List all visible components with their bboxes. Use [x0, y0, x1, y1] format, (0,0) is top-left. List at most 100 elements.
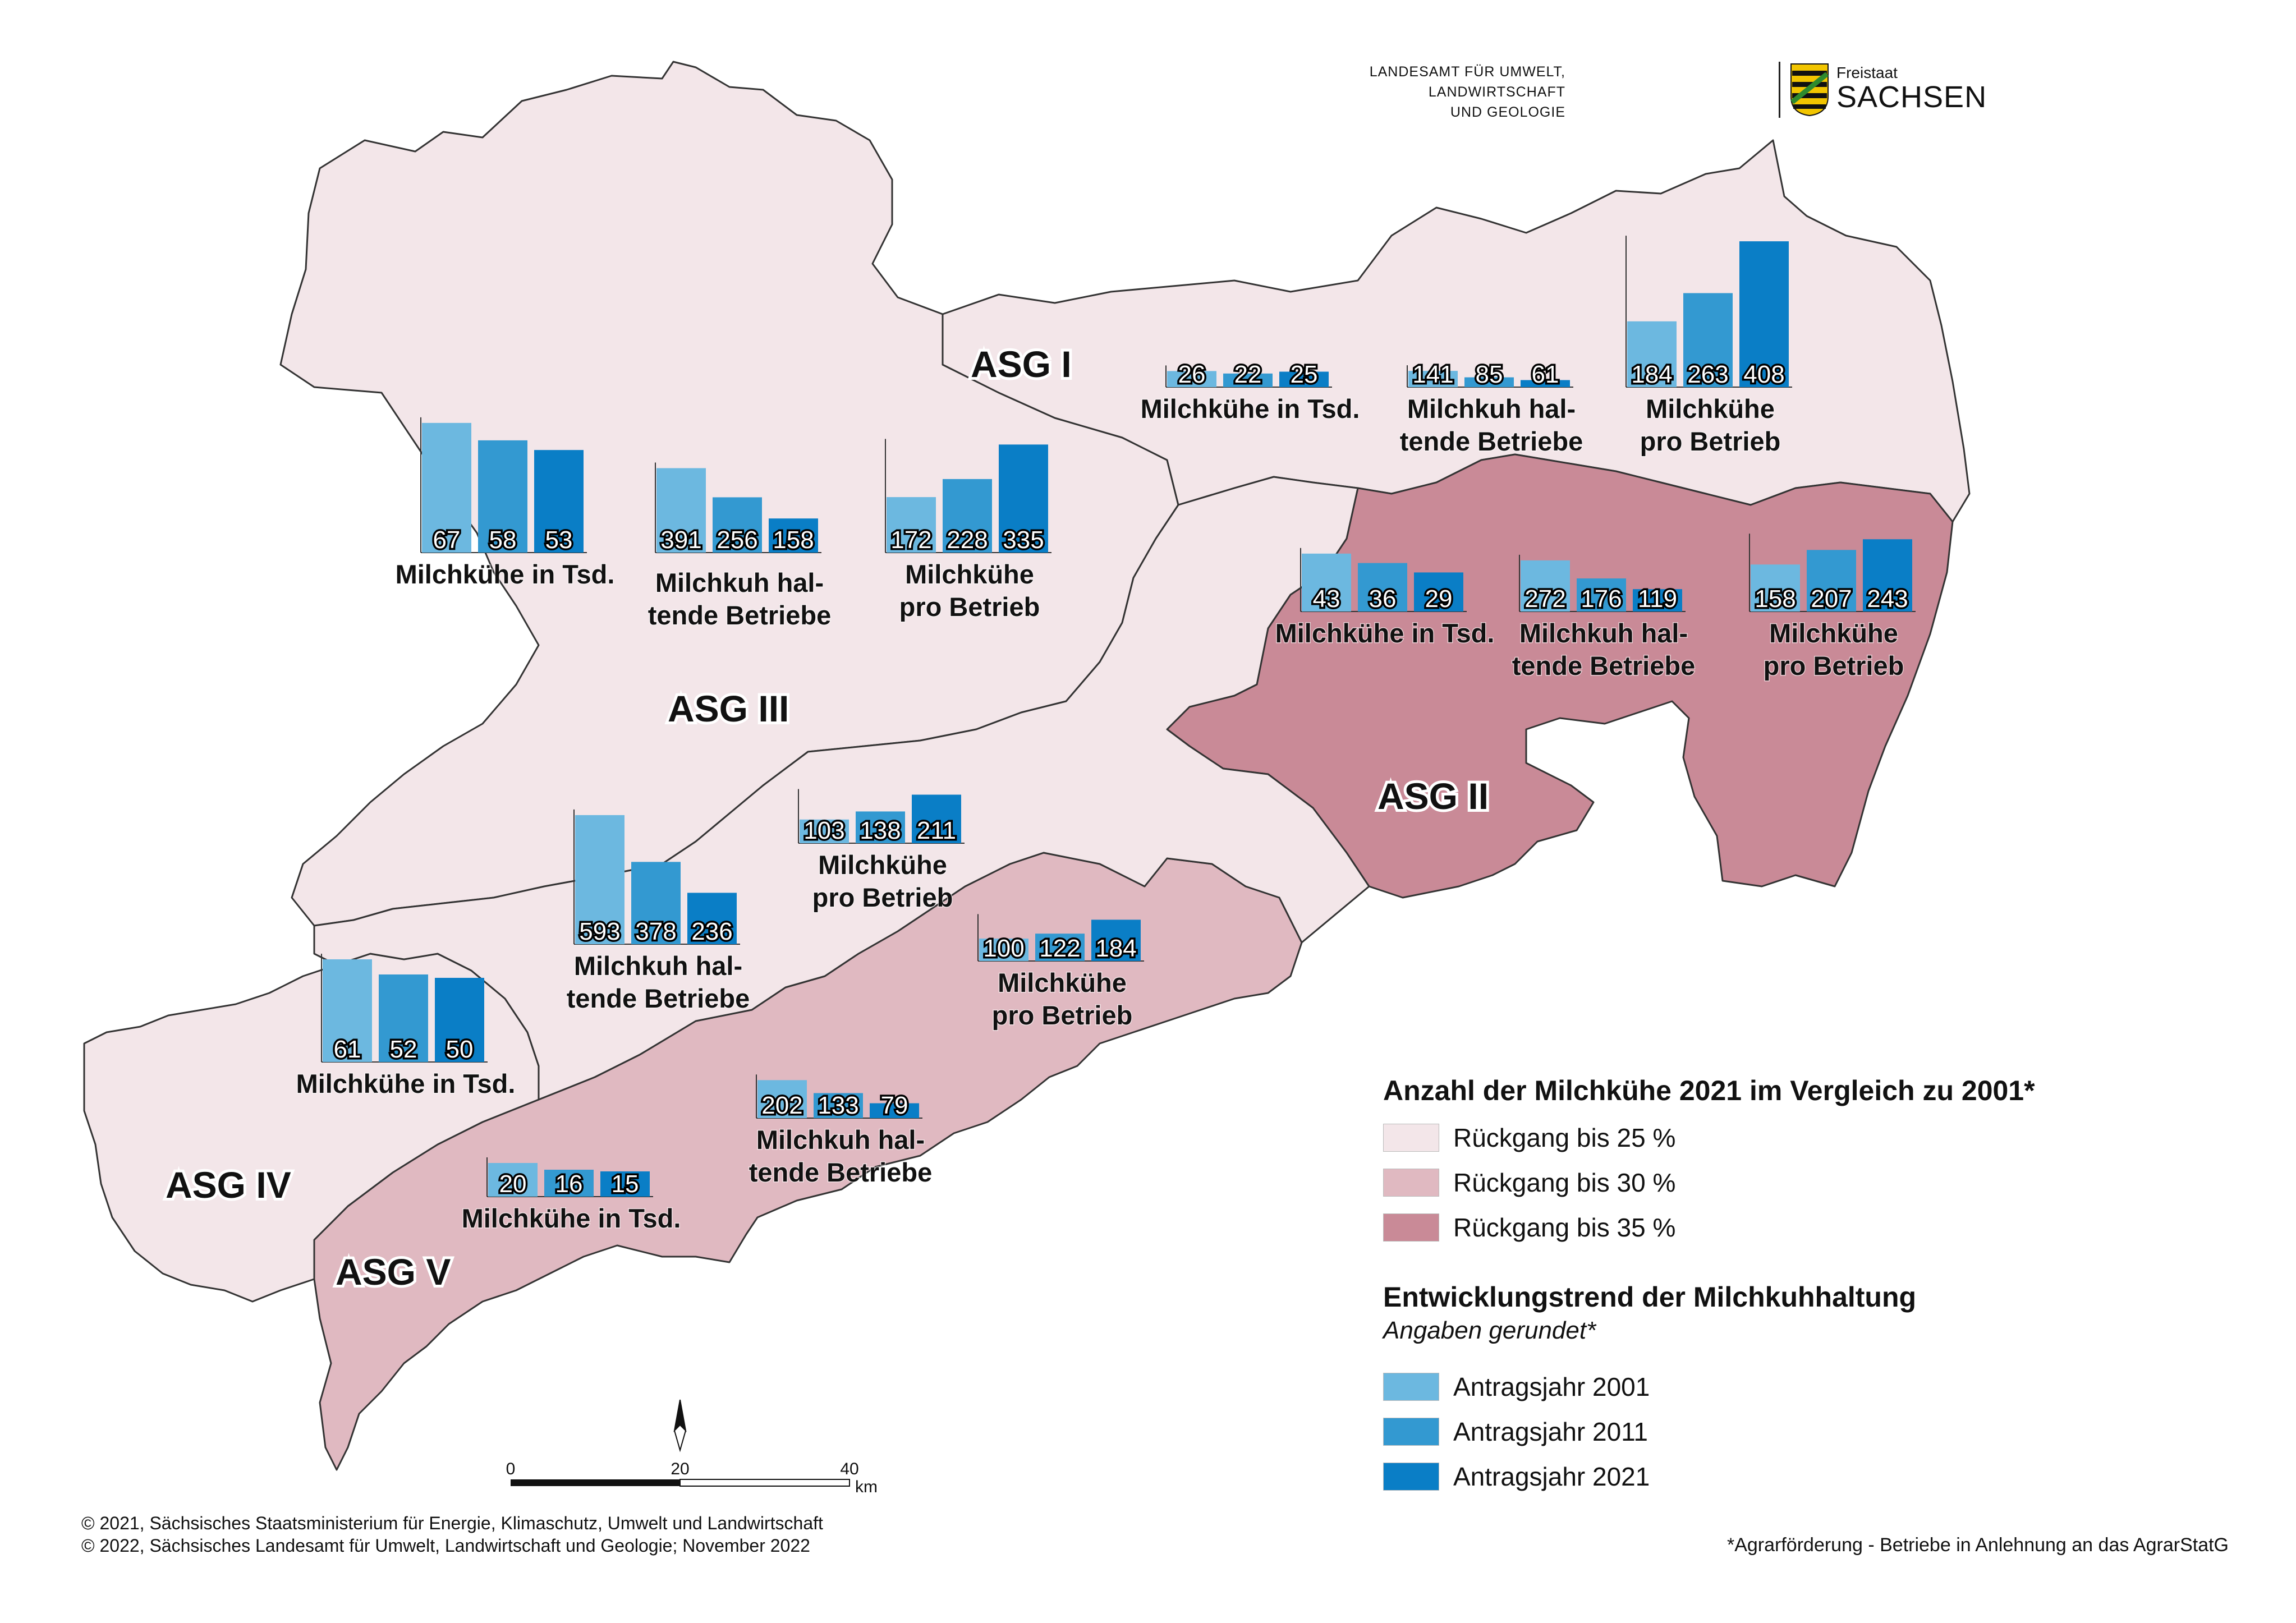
legend-year-item: Antragsjahr 2001 [1383, 1367, 2258, 1412]
brand-small: Freistaat [1836, 64, 1898, 81]
bar-value-label: 256 [717, 526, 757, 554]
bar-group-title: Milchkühe [1646, 394, 1775, 424]
bar-group: 202 133 79 Milchkuh hal-tende Betriebe [748, 1074, 933, 1188]
bar-value-label: 243 [1867, 585, 1908, 613]
bar-group-title: Milchkuh hal- [1407, 394, 1576, 424]
region-label-asg-i: ASG I [971, 343, 1072, 385]
bar-group: 141 85 61 Milchkuh hal-tende Betriebe [1399, 359, 1583, 457]
agency-line-3: UND GEOLOGIE [1450, 104, 1565, 120]
bar [1807, 550, 1856, 612]
region-label-asg-ii: ASG II [1377, 775, 1489, 817]
bar-value-label: 335 [1003, 526, 1044, 554]
bar [534, 450, 584, 553]
bar-value-label: 22 [1234, 361, 1262, 388]
bar-value-label: 26 [1178, 361, 1206, 388]
agency-name: LANDESAMT FÜR UMWELT, LANDWIRTSCHAFT UND… [1358, 62, 1565, 122]
bar-value-label: 122 [1039, 935, 1080, 962]
bar-value-label: 593 [579, 918, 620, 945]
logo-divider [1779, 62, 1780, 118]
saxony-coat-of-arms-icon [1790, 63, 1829, 117]
legend-swatch [1383, 1373, 1439, 1401]
bar-value-label: 29 [1425, 585, 1453, 613]
bar-chart-groups: 26 22 25 Milchkühe in Tsd. 141 85 61 Milchkuh h… [295, 236, 1916, 1234]
bar-value-label: 176 [1581, 585, 1622, 613]
legend-class-item: Rückgang bis 35 % [1383, 1208, 2258, 1253]
bar [323, 959, 372, 1062]
bar [769, 518, 818, 553]
bar-value-label: 158 [1755, 585, 1796, 613]
scale-unit: km [855, 1478, 878, 1496]
bar [656, 468, 706, 553]
bar-value-label: 133 [818, 1092, 858, 1119]
bar [631, 862, 681, 944]
bar-value-label: 16 [555, 1170, 583, 1198]
bar-group: 272 176 119 Milchkuh hal-tende Betriebe [1511, 554, 1696, 682]
region-label-asg-iii: ASG III [668, 688, 789, 729]
legend-swatch [1383, 1213, 1439, 1242]
legend-swatch [1383, 1169, 1439, 1197]
bar-group-title: Milchkuh hal- [1519, 618, 1688, 648]
bar-group-title: Milchkuh hal- [756, 1125, 925, 1155]
bar-group-title: Milchkühe in Tsd. [462, 1203, 681, 1233]
legend-year-label: Antragsjahr 2001 [1453, 1372, 1650, 1401]
bar-value-label: 207 [1811, 585, 1852, 613]
bar-group: 391 256 158 Milchkuh hal-tende Betriebe [647, 462, 832, 631]
bar-group-title: Milchkuh hal- [574, 951, 742, 981]
bar-group-title: pro Betrieb [812, 882, 953, 912]
bar-value-label: 119 [1638, 585, 1677, 613]
bar [1739, 241, 1789, 387]
bar [1414, 572, 1463, 612]
legend-swatch [1383, 1124, 1439, 1152]
bar [422, 422, 471, 553]
bar-group-title: Milchkühe in Tsd. [1275, 618, 1495, 648]
bar-value-label: 272 [1524, 585, 1565, 613]
bar-group: 67 58 53 Milchkühe in Tsd. [394, 417, 616, 590]
legend-classes-title: Anzahl der Milchkühe 2021 im Vergleich z… [1383, 1075, 2035, 1106]
bar-value-label: 79 [881, 1092, 908, 1119]
bar-group-title: tende Betriebe [648, 600, 831, 630]
bar [488, 1163, 538, 1197]
legend-year-label: Antragsjahr 2021 [1453, 1462, 1650, 1491]
bar-value-label: 43 [1313, 585, 1340, 613]
bar-group: 43 36 29 Milchkühe in Tsd. [1274, 548, 1495, 649]
brand-large: SACHSEN [1836, 80, 1987, 114]
scale-tick-20: 20 [671, 1460, 689, 1478]
bar-value-label: 25 [1291, 361, 1318, 388]
bar [544, 1170, 594, 1197]
bar [1633, 589, 1682, 612]
bar [1408, 371, 1458, 387]
bar-group-title: pro Betrieb [992, 1000, 1133, 1030]
bar-group-title: pro Betrieb [1640, 426, 1781, 456]
copyright-line-1: © 2021, Sächsisches Staatsministerium fü… [81, 1513, 823, 1533]
bar-group: 100 122 184 Milchkühe pro Betrieb [977, 914, 1144, 1031]
bar-value-label: 138 [860, 817, 901, 844]
bar [943, 479, 992, 553]
bar [478, 440, 527, 553]
bar-value-label: 67 [433, 526, 461, 554]
bar-group-title: tende Betriebe [1400, 426, 1583, 456]
bar [887, 497, 936, 553]
bar-group-title: Milchkühe in Tsd. [296, 1069, 516, 1098]
bar-group-title: pro Betrieb [899, 592, 1040, 622]
scale-bar-segment-1 [511, 1479, 680, 1486]
bar-value-label: 391 [660, 526, 701, 554]
footnote: *Agrarförderung - Betriebe in Anlehnung … [1726, 1534, 2229, 1556]
bar [575, 815, 624, 944]
legend-class-item: Rückgang bis 30 % [1383, 1163, 2258, 1208]
bar [379, 974, 428, 1062]
bar [999, 444, 1048, 553]
bar-group-title: Milchkuh hal- [655, 568, 824, 597]
bar [870, 1103, 919, 1118]
bar-value-label: 141 [1412, 361, 1453, 388]
bar-value-label: 263 [1687, 361, 1728, 388]
copyright-line-2: © 2022, Sächsisches Landesamt für Umwelt… [81, 1535, 810, 1556]
bar [1091, 919, 1141, 961]
legend-year-item: Antragsjahr 2021 [1383, 1457, 2258, 1502]
bar-value-label: 211 [917, 817, 956, 844]
bar [1521, 380, 1570, 387]
scale-bar: 0 20 40 km [506, 1460, 878, 1496]
bar-group: 593 378 236 Milchkuh hal-tende Betriebe [566, 809, 751, 1014]
